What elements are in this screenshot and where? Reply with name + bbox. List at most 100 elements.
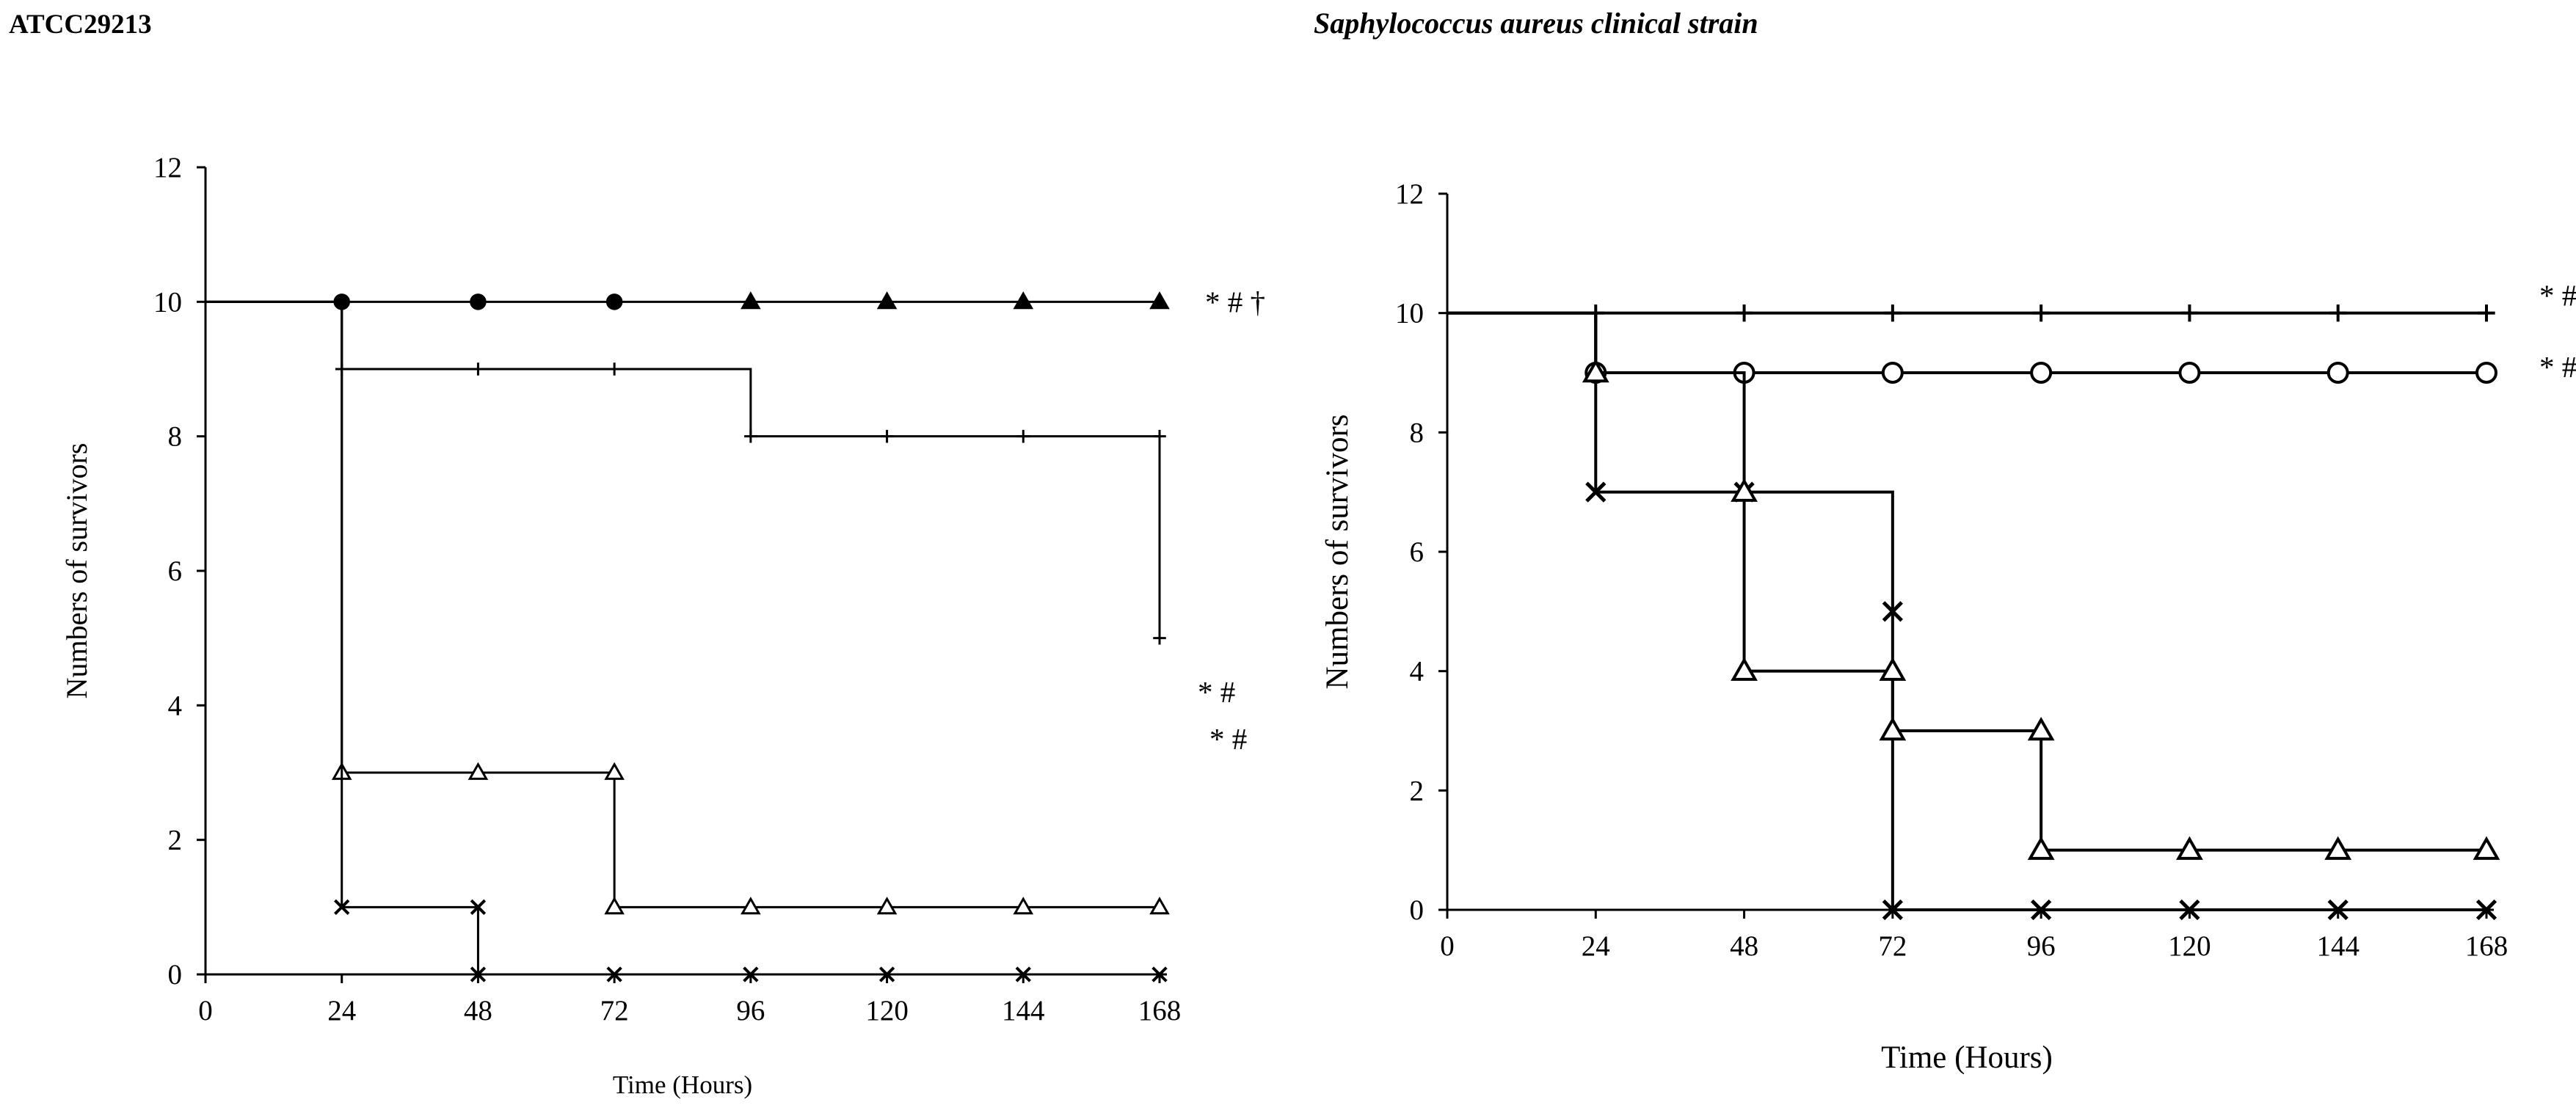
- x-axis-label: Time (Hours): [613, 1071, 752, 1099]
- data-point: [1153, 631, 1166, 645]
- data-point: [1882, 601, 1903, 622]
- x-tick-label: 0: [1440, 930, 1455, 962]
- data-point: [741, 291, 761, 310]
- data-point: [1016, 429, 1030, 443]
- x-tick-label: 24: [1582, 930, 1610, 962]
- y-tick-label: 12: [153, 152, 182, 183]
- data-point: [606, 966, 622, 982]
- series-line-4: [205, 300, 1160, 908]
- data-point: [2179, 899, 2200, 921]
- series-line-3: [1447, 311, 2486, 852]
- x-tick-label: 144: [1002, 995, 1045, 1026]
- x-tick-label: 48: [464, 995, 492, 1026]
- data-point: [2178, 362, 2201, 384]
- x-tick-label: 96: [736, 995, 765, 1026]
- data-point: [2027, 717, 2055, 741]
- data-point: [2473, 836, 2500, 860]
- y-tick-label: 2: [1410, 775, 1425, 806]
- chart-title-left: ATCC29213: [9, 10, 152, 40]
- data-point: [1881, 362, 1904, 384]
- data-point: [1013, 897, 1034, 915]
- series-line-3: [205, 300, 1161, 638]
- y-axis-label: Numbers of survivors: [1320, 414, 1355, 689]
- data-point: [1149, 291, 1170, 310]
- data-point: [1149, 897, 1170, 915]
- y-tick-label: 12: [1395, 178, 1424, 210]
- data-point: [2032, 304, 2050, 322]
- y-tick-label: 6: [168, 555, 183, 587]
- data-point: [470, 899, 487, 916]
- data-point: [1882, 899, 1903, 921]
- significance-annotation: * #: [1209, 722, 1247, 756]
- data-point: [1731, 478, 1758, 502]
- significance-annotation: * #: [1198, 675, 1235, 709]
- x-tick-label: 96: [2027, 930, 2056, 962]
- data-point: [2031, 899, 2052, 921]
- chart-title-right: Saphylococcus aureus clinical strain: [1314, 7, 1758, 40]
- data-point: [2324, 836, 2352, 860]
- y-tick-label: 0: [1410, 894, 1425, 926]
- series-line-2: [1447, 311, 2486, 911]
- data-point: [2180, 304, 2199, 322]
- data-point: [470, 293, 487, 310]
- y-tick-label: 8: [168, 421, 183, 453]
- x-tick-label: 168: [2465, 930, 2508, 962]
- x-axis-label: Time (Hours): [1881, 1040, 2053, 1075]
- data-point: [2475, 899, 2497, 921]
- data-point: [1884, 304, 1902, 322]
- data-point: [741, 897, 761, 915]
- x-tick-label: 120: [2168, 930, 2211, 962]
- data-point: [1153, 429, 1166, 443]
- data-point: [1731, 657, 1758, 681]
- data-point: [467, 762, 489, 780]
- data-point: [1879, 717, 1907, 741]
- x-tick-label: 0: [198, 995, 213, 1026]
- x-tick-label: 144: [2316, 930, 2359, 962]
- data-point: [608, 362, 621, 376]
- data-point: [880, 429, 894, 443]
- data-point: [2027, 836, 2055, 860]
- data-point: [878, 966, 895, 982]
- data-point: [1585, 481, 1607, 503]
- data-point: [334, 899, 350, 916]
- significance-annotation: * #: [2539, 350, 2576, 384]
- y-tick-label: 6: [1410, 536, 1425, 568]
- data-point: [2326, 362, 2349, 384]
- x-tick-label: 72: [600, 995, 629, 1026]
- data-point: [604, 762, 625, 780]
- data-point: [743, 966, 759, 982]
- data-point: [2327, 899, 2348, 921]
- data-point: [876, 291, 898, 310]
- x-tick-label: 48: [1730, 930, 1758, 962]
- x-tick-label: 120: [865, 995, 909, 1026]
- data-point: [2329, 304, 2347, 322]
- y-tick-label: 10: [153, 286, 182, 318]
- y-tick-label: 4: [168, 690, 183, 721]
- series-line-1: [1447, 311, 2486, 374]
- data-point: [471, 362, 485, 376]
- data-point: [2176, 836, 2203, 860]
- data-point: [1582, 359, 1609, 383]
- data-point: [1015, 966, 1031, 982]
- y-tick-label: 10: [1395, 298, 1424, 329]
- series-line-5: [205, 300, 1160, 976]
- data-point: [2030, 362, 2053, 384]
- data-point: [1735, 304, 1753, 322]
- significance-annotation: * #: [2539, 278, 2576, 312]
- data-point: [2478, 304, 2495, 322]
- data-point: [1013, 291, 1034, 310]
- data-point: [604, 897, 625, 915]
- x-tick-label: 72: [1878, 930, 1907, 962]
- x-tick-label: 24: [327, 995, 356, 1026]
- data-point: [876, 897, 898, 915]
- significance-annotation: * # †: [1205, 285, 1265, 318]
- data-point: [1151, 966, 1168, 982]
- y-tick-label: 0: [168, 959, 183, 991]
- y-tick-label: 8: [1410, 417, 1425, 448]
- x-tick-label: 168: [1138, 995, 1182, 1026]
- y-axis-label: Numbers of survivors: [60, 443, 93, 699]
- y-tick-label: 2: [168, 825, 183, 856]
- data-point: [744, 429, 757, 443]
